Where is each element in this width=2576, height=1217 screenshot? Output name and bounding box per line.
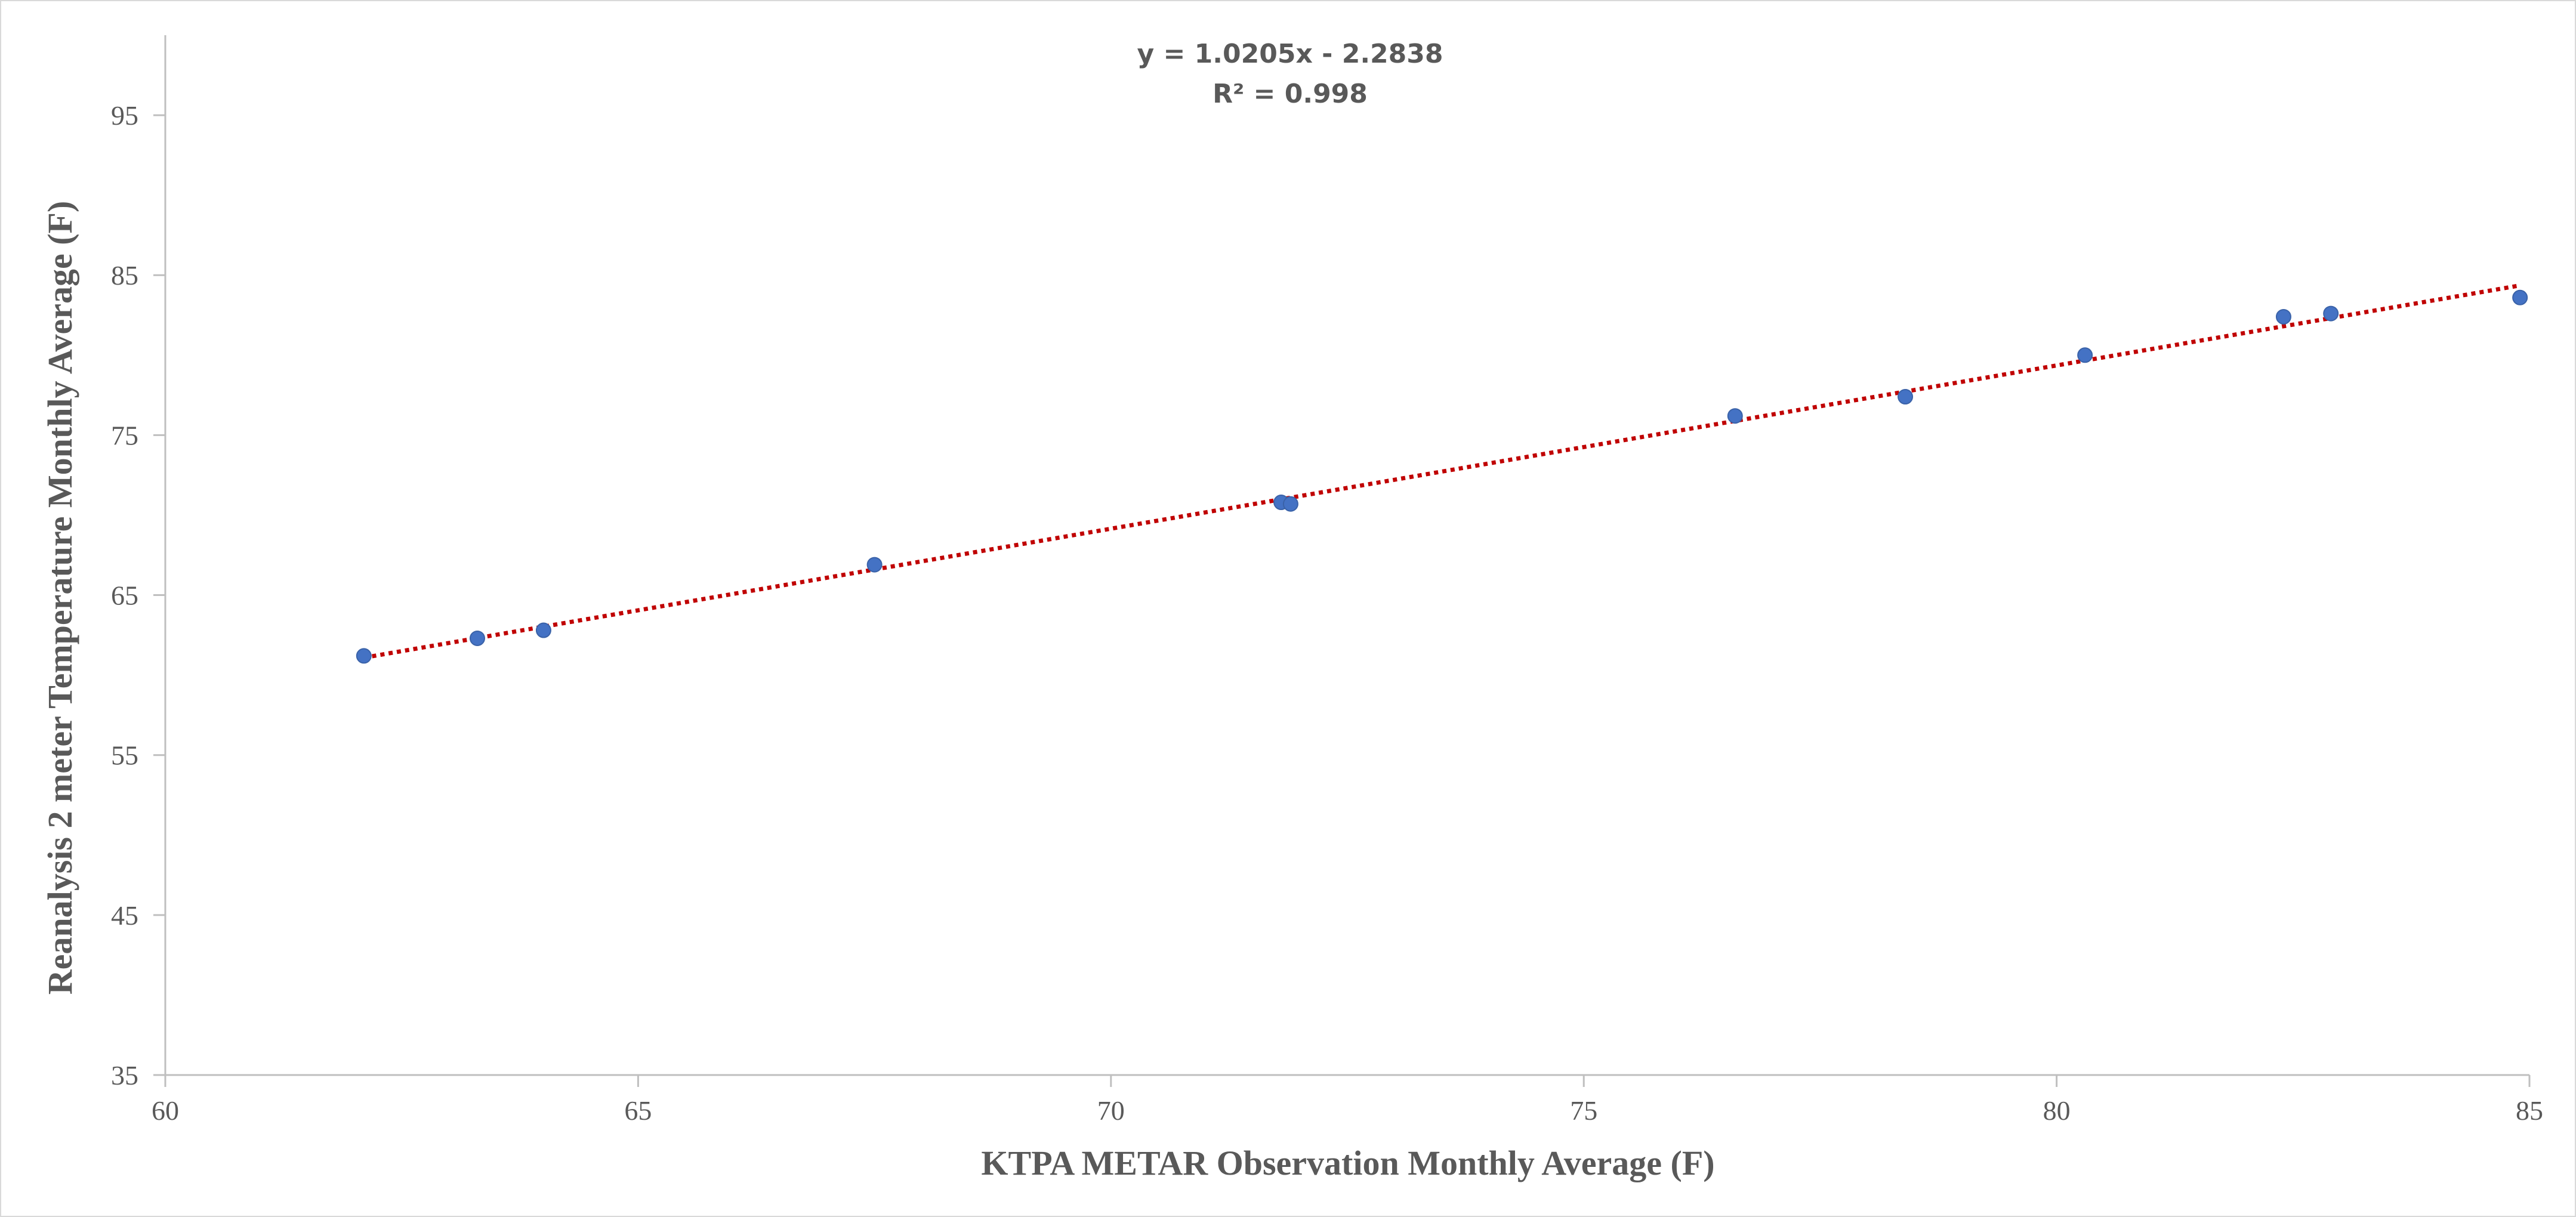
x-tick-label: 70 bbox=[1097, 1095, 1125, 1126]
y-axis-title: Reanalysis 2 meter Temperature Monthly A… bbox=[41, 201, 79, 995]
data-point bbox=[2275, 308, 2291, 325]
tick-marks: 35 45 55 65 75 85 95 60 65 70 75 80 85 bbox=[111, 100, 2543, 1126]
data-point bbox=[356, 648, 372, 664]
x-tick-label: 75 bbox=[1570, 1095, 1597, 1126]
trendline-r-squared: R² = 0.998 bbox=[1213, 79, 1368, 109]
data-point bbox=[1282, 496, 1298, 512]
y-tick-label: 75 bbox=[111, 420, 138, 450]
trendline-equation: y = 1.0205x - 2.2838 bbox=[1137, 39, 1443, 69]
data-point bbox=[2512, 289, 2528, 305]
data-point bbox=[866, 557, 883, 573]
data-point bbox=[1898, 389, 1914, 405]
trendline-group bbox=[363, 283, 2521, 660]
y-tick-label: 65 bbox=[111, 580, 138, 611]
y-tick-label: 85 bbox=[111, 260, 138, 291]
x-tick-label: 80 bbox=[2043, 1095, 2071, 1126]
x-tick-label: 60 bbox=[152, 1095, 179, 1126]
data-point bbox=[535, 622, 551, 638]
y-tick-label: 55 bbox=[111, 740, 138, 771]
y-tick-label: 95 bbox=[111, 100, 138, 131]
y-tick-label: 45 bbox=[111, 900, 138, 931]
axes bbox=[164, 35, 2529, 1076]
x-axis-title: KTPA METAR Observation Monthly Average (… bbox=[981, 1144, 1714, 1182]
data-point bbox=[469, 630, 485, 646]
data-points bbox=[356, 289, 2528, 664]
x-tick-label: 65 bbox=[624, 1095, 652, 1126]
labels: y = 1.0205x - 2.2838 R² = 0.998 KTPA MET… bbox=[41, 39, 1715, 1182]
data-point bbox=[2323, 305, 2339, 322]
trendline bbox=[363, 283, 2521, 660]
x-tick-label: 85 bbox=[2516, 1095, 2543, 1126]
data-point bbox=[1727, 408, 1743, 424]
data-point bbox=[2077, 347, 2093, 363]
y-tick-label: 35 bbox=[111, 1060, 138, 1091]
